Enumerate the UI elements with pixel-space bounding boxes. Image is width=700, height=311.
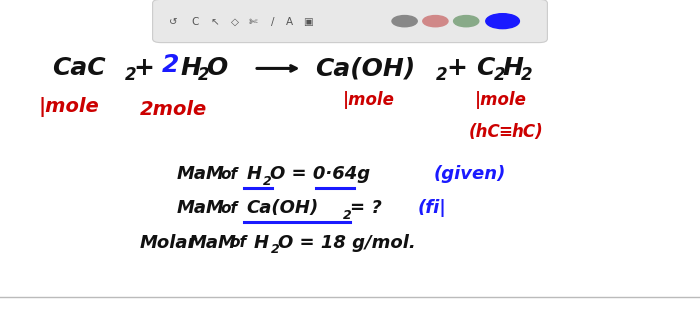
Text: +: + — [447, 56, 468, 81]
Text: H: H — [254, 234, 270, 252]
Text: Molar: Molar — [140, 234, 197, 252]
Circle shape — [454, 16, 479, 27]
Text: 2: 2 — [521, 66, 533, 84]
Text: Ca(OH): Ca(OH) — [246, 199, 318, 217]
Text: of: of — [220, 167, 237, 182]
Text: MaM: MaM — [176, 199, 224, 217]
Text: 2: 2 — [198, 66, 210, 84]
Text: 2: 2 — [435, 66, 447, 84]
Text: |mole: |mole — [343, 91, 395, 109]
Text: ✄: ✄ — [249, 17, 258, 27]
Text: O: O — [206, 56, 228, 81]
Text: 2: 2 — [343, 209, 351, 222]
Text: = ?: = ? — [350, 199, 382, 217]
Text: |mole: |mole — [475, 91, 526, 109]
Text: H: H — [181, 56, 202, 81]
Text: 2: 2 — [125, 66, 136, 84]
Text: ◇: ◇ — [230, 17, 239, 27]
Text: ↺: ↺ — [169, 17, 178, 27]
Text: H: H — [246, 165, 262, 183]
FancyBboxPatch shape — [153, 0, 547, 43]
Text: CaC: CaC — [52, 56, 106, 81]
Text: C: C — [476, 56, 494, 81]
Text: +: + — [134, 56, 155, 81]
Text: hC): hC) — [511, 123, 542, 141]
Text: 2mole: 2mole — [140, 100, 207, 119]
Text: ▣: ▣ — [303, 17, 313, 27]
Text: (fi|: (fi| — [417, 199, 446, 217]
Text: 2: 2 — [162, 53, 179, 77]
Text: C: C — [191, 17, 198, 27]
Text: A: A — [286, 17, 293, 27]
Text: /: / — [270, 17, 274, 27]
Circle shape — [486, 14, 519, 29]
Text: MaM: MaM — [176, 165, 224, 183]
Text: H: H — [503, 56, 524, 81]
Text: (given): (given) — [434, 165, 506, 183]
Circle shape — [392, 16, 417, 27]
Text: of: of — [230, 235, 246, 250]
Text: Ca(OH): Ca(OH) — [315, 56, 415, 81]
Text: ≡: ≡ — [498, 123, 512, 141]
Text: of: of — [220, 201, 237, 216]
Text: 2: 2 — [263, 174, 272, 188]
Text: 2: 2 — [494, 66, 505, 84]
Text: MaM: MaM — [189, 234, 237, 252]
Circle shape — [423, 16, 448, 27]
Text: O = 0·64g: O = 0·64g — [270, 165, 370, 183]
Text: (hC: (hC — [469, 123, 500, 141]
Text: |mole: |mole — [38, 97, 99, 117]
Text: O = 18 g/mol.: O = 18 g/mol. — [278, 234, 416, 252]
Text: ↖: ↖ — [211, 17, 219, 27]
Text: 2: 2 — [271, 243, 280, 256]
